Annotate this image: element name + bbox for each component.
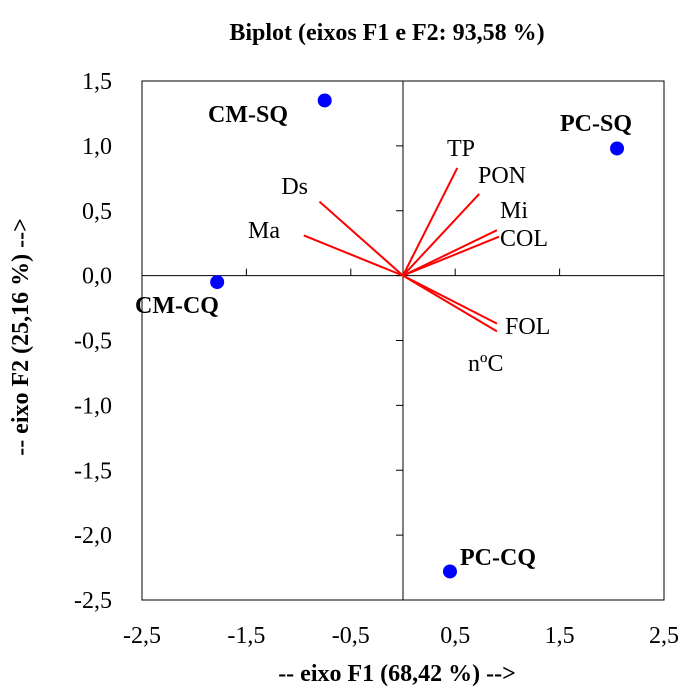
y-tick-label: -2,5 xyxy=(74,588,112,614)
observation-point xyxy=(210,275,225,290)
y-tick-label: 0,5 xyxy=(82,199,112,225)
x-tick-label: -2,5 xyxy=(123,623,161,649)
point-label: PC-SQ xyxy=(560,111,632,137)
x-axis-title: -- eixo F1 (68,42 %) --> xyxy=(278,661,516,687)
y-tick-label: 1,5 xyxy=(82,69,112,95)
point-label: CM-CQ xyxy=(135,293,219,319)
vector-label: FOL xyxy=(505,314,550,340)
vector-line xyxy=(318,200,404,277)
observation-points-layer: CM-SQ PC-SQ CM-CQ PC-CQ xyxy=(135,93,632,579)
tick-labels-layer: -2,5 -1,5 -0,5 0,5 1,5 2,5 1,5 1,0 0,5 0,0 -0,5 -1,… xyxy=(74,69,679,649)
vector-line xyxy=(402,235,500,277)
y-axis-title: -- eixo F2 (25,16 %) --> xyxy=(8,218,34,456)
observation-point xyxy=(610,141,625,156)
x-tick-label: 2,5 xyxy=(649,623,679,649)
chart-title: Biplot (eixos F1 e F2: 93,58 %) xyxy=(229,20,544,46)
axes-layer xyxy=(141,80,665,601)
point-label: PC-CQ xyxy=(460,545,536,571)
y-tick-label: -0,5 xyxy=(74,329,112,355)
y-tick-label: 0,0 xyxy=(82,264,112,290)
y-tick-label: 1,0 xyxy=(82,134,112,160)
vector-line xyxy=(402,167,459,277)
point-label: CM-SQ xyxy=(208,102,288,128)
vector-line xyxy=(402,274,498,333)
observation-point xyxy=(317,93,332,108)
vector-label: PON xyxy=(478,163,526,189)
vector-line xyxy=(402,193,480,277)
vector-label: Ma xyxy=(248,218,280,244)
x-tick-label: -1,5 xyxy=(227,623,265,649)
vector-label: TP xyxy=(447,136,475,162)
vector-label: nºC xyxy=(468,351,503,377)
vector-label: Mi xyxy=(500,198,528,224)
y-tick-label: -1,0 xyxy=(74,393,112,419)
vector-line xyxy=(402,274,498,325)
vector-label: COL xyxy=(500,226,548,252)
vector-line xyxy=(402,229,498,277)
vector-line xyxy=(303,234,404,277)
x-tick-label: -0,5 xyxy=(332,623,370,649)
x-tick-label: 0,5 xyxy=(440,623,470,649)
y-tick-label: -1,5 xyxy=(74,458,112,484)
x-tick-label: 1,5 xyxy=(545,623,575,649)
observation-point xyxy=(442,564,457,579)
y-tick-label: -2,0 xyxy=(74,523,112,549)
vector-label: Ds xyxy=(281,174,308,200)
